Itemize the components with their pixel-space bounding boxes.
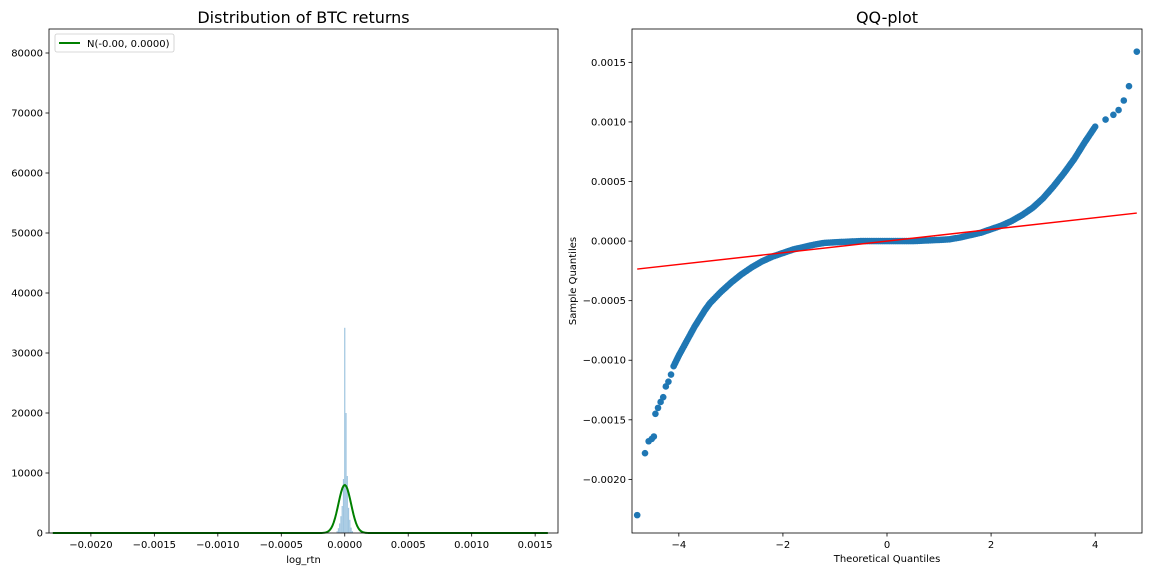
x-tick-label: 0.0010 [454, 540, 489, 551]
qq-x-ticks: −4 −2 0 2 4 [671, 533, 1098, 551]
qq-point [652, 410, 659, 418]
qq-title: QQ-plot [856, 8, 918, 27]
y-tick-label: 0.0010 [591, 117, 626, 128]
qq-point [633, 511, 641, 519]
x-tick-label: 0.0005 [391, 540, 426, 551]
histogram-legend: N(-0.00, 0.0000) [54, 33, 175, 53]
x-tick-label: −0.0010 [196, 540, 239, 551]
qq-point [1102, 116, 1109, 123]
qq-point [641, 449, 649, 457]
qq-chart: QQ-plot −4 −2 0 2 4 −0.0020−0.0015−0.0010−0.… [568, 8, 1143, 565]
histogram-bar [345, 413, 347, 533]
histogram-bar [346, 476, 348, 533]
qq-y-label: Sample Quantiles [568, 237, 579, 325]
y-tick-label: 0.0005 [591, 177, 626, 188]
qq-point [650, 433, 658, 440]
qq-point [1133, 48, 1141, 55]
histogram-y-ticks: 0 10000 20000 30000 40000 50000 60000 70000 8000… [11, 49, 49, 540]
x-tick-label: 2 [988, 540, 994, 551]
y-tick-label: 40000 [11, 289, 43, 300]
x-tick-label: 0 [884, 540, 890, 551]
qq-point [667, 371, 675, 378]
qq-point [1110, 111, 1117, 119]
histogram-chart: Distribution of BTC returns −0.0020 −0.00… [11, 8, 559, 566]
qq-point [1115, 106, 1122, 114]
qq-point [659, 393, 667, 401]
x-tick-label: −2 [776, 540, 791, 551]
histogram-bar [344, 327, 346, 533]
y-tick-label: 0.0015 [591, 58, 626, 69]
legend-entry-normal: N(-0.00, 0.0000) [87, 39, 170, 50]
y-tick-label: −0.0015 [583, 415, 626, 426]
histogram-bar [349, 519, 351, 533]
y-tick-label: 10000 [11, 469, 43, 480]
histogram-bar [337, 528, 340, 533]
histogram-bar [336, 531, 338, 533]
qq-point [1125, 82, 1133, 90]
qq-reference-line [637, 212, 1137, 270]
x-tick-label: −0.0015 [133, 540, 176, 551]
legend-box [54, 33, 175, 53]
qq-point [1120, 97, 1128, 104]
y-tick-label: 60000 [11, 169, 43, 180]
y-tick-label: 30000 [11, 349, 43, 360]
qq-point [665, 378, 672, 385]
qq-y-ticks: −0.0020 −0.0015 −0.0010 −0.0005 0.0000 0.0005… [583, 58, 632, 486]
y-tick-label: 50000 [11, 229, 43, 240]
x-tick-label: −0.0020 [69, 540, 112, 551]
histogram-x-ticks: −0.0020 −0.0015 −0.0010 −0.0005 0.0000 0.0005… [69, 533, 553, 551]
x-tick-label: −4 [671, 540, 686, 551]
x-tick-label: 0.0000 [327, 540, 362, 551]
x-tick-label: −0.0005 [260, 540, 303, 551]
histogram-axes-frame [48, 28, 559, 534]
y-tick-label: −0.0005 [583, 296, 626, 307]
histogram-title: Distribution of BTC returns [197, 8, 409, 27]
y-tick-label: −0.0010 [583, 356, 626, 367]
y-tick-label: 70000 [11, 109, 43, 120]
qq-point [654, 404, 662, 412]
x-tick-label: 0.0015 [518, 540, 553, 551]
histogram-bar [339, 523, 341, 533]
y-tick-label: −0.0020 [583, 475, 626, 486]
x-tick-label: 4 [1092, 540, 1098, 551]
qq-plot-area [633, 48, 1141, 519]
qq-point [1091, 123, 1099, 130]
y-tick-label: 20000 [11, 409, 43, 420]
histogram-bar [341, 506, 343, 533]
histogram-bar [350, 527, 352, 533]
y-tick-label: 80000 [11, 49, 43, 60]
y-tick-label: 0 [37, 529, 43, 540]
histogram-bar [340, 516, 342, 533]
y-tick-label: 0.0000 [591, 237, 626, 248]
histogram-x-label: log_rtn [286, 555, 321, 566]
histogram-bar [347, 507, 350, 533]
histogram-bar [342, 479, 345, 533]
histogram-bar [351, 531, 353, 533]
qq-x-label: Theoretical Quantiles [833, 554, 941, 565]
